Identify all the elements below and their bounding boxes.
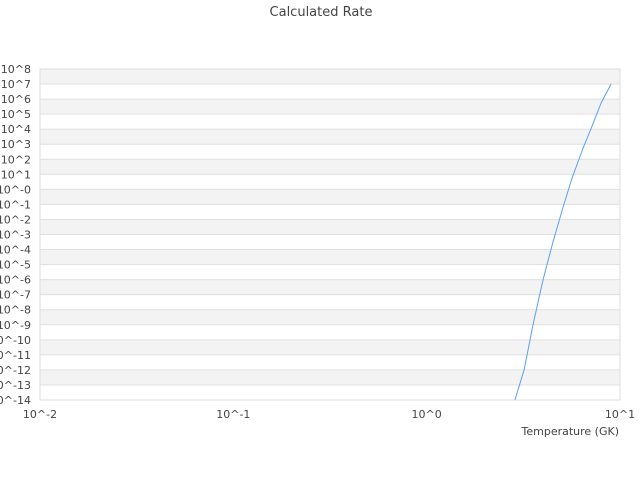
grid-band — [40, 249, 620, 265]
chart-title: Calculated Rate — [270, 5, 373, 20]
y-tick-label: 10^6 — [1, 93, 31, 106]
y-tick-label: 10^-11 — [0, 349, 31, 362]
y-tick-label: 10^-9 — [0, 319, 31, 332]
y-tick-label: 10^-0 — [0, 183, 31, 196]
y-tick-label: 10^-8 — [0, 304, 31, 317]
y-tick-label: 10^4 — [1, 123, 31, 136]
y-tick-label: 10^2 — [1, 153, 31, 166]
grid-band — [40, 99, 620, 115]
x-tick-label: 10^-1 — [216, 408, 250, 421]
y-tick-label: 10^5 — [1, 108, 31, 121]
y-tick-label: 10^-2 — [0, 213, 31, 226]
x-tick-label: 10^0 — [412, 408, 442, 421]
y-tick-label: 10^8 — [1, 63, 31, 76]
grid-band — [40, 129, 620, 145]
y-tick-label: 10^-6 — [0, 274, 31, 287]
grid-band — [40, 219, 620, 235]
y-tick-label: 10^-13 — [0, 379, 31, 392]
grid-band — [40, 189, 620, 205]
grid-band — [40, 339, 620, 355]
y-tick-label: 10^-14 — [0, 394, 31, 407]
y-tick-label: 10^-5 — [0, 259, 31, 272]
grid-band — [40, 279, 620, 295]
y-tick-label: 10^3 — [1, 138, 31, 151]
x-axis-label: Temperature (GK) — [521, 425, 620, 438]
y-tick-label: 10^7 — [1, 78, 31, 91]
y-tick-label: 10^-1 — [0, 198, 31, 211]
y-tick-label: 10^1 — [1, 168, 31, 181]
y-tick-label: 10^-12 — [0, 364, 31, 377]
series-line — [514, 83, 612, 401]
plot-frame — [39, 68, 621, 401]
grid-band — [40, 369, 620, 385]
y-tick-label: 10^-4 — [0, 244, 31, 257]
grid-band — [40, 159, 620, 175]
grid-band — [40, 69, 620, 85]
x-tick-label: 10^-2 — [23, 408, 57, 421]
x-tick-label: 10^1 — [605, 408, 635, 421]
y-tick-label: 10^-7 — [0, 289, 31, 302]
y-tick-label: 10^-3 — [0, 229, 31, 242]
y-tick-label: 10^-10 — [0, 334, 31, 347]
grid-band — [40, 309, 620, 325]
